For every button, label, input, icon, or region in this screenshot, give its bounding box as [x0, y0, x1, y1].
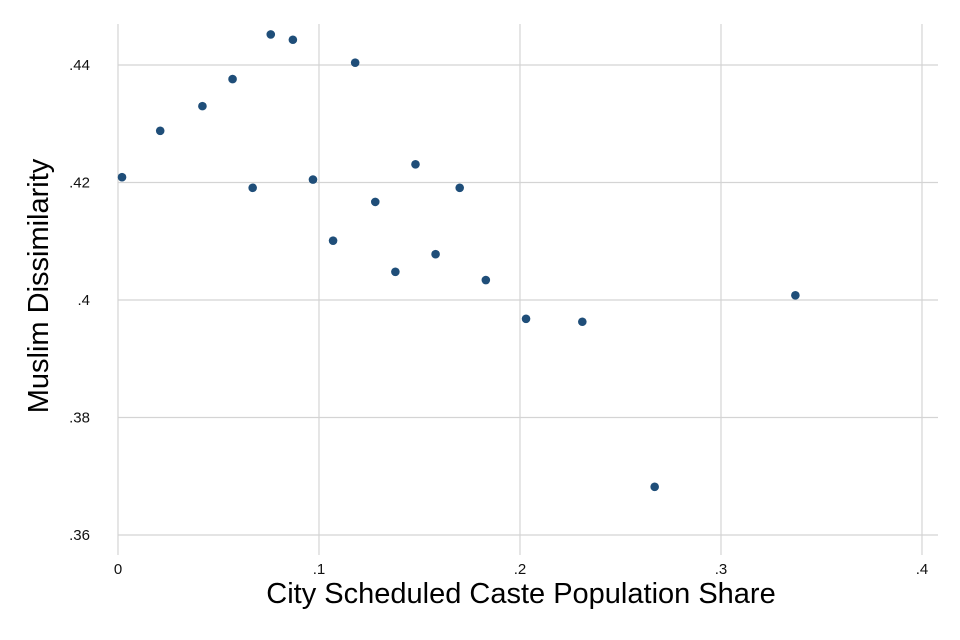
data-point	[431, 249, 440, 259]
x-tick-label: 0	[114, 561, 122, 578]
data-point	[578, 317, 587, 327]
y-tick-label: .44	[69, 57, 90, 74]
y-tick-label: .38	[69, 410, 90, 427]
data-point	[155, 126, 165, 136]
data-point	[288, 35, 298, 45]
data-point	[391, 267, 400, 277]
data-point	[411, 159, 420, 169]
x-axis-title: City Scheduled Caste Population Share	[266, 578, 775, 610]
data-point	[481, 275, 491, 285]
data-point	[198, 101, 207, 111]
data-point	[248, 183, 257, 193]
data-point	[370, 197, 380, 207]
y-tick-label: .36	[69, 527, 90, 544]
x-tick-label: .4	[916, 561, 929, 578]
data-point	[455, 183, 465, 193]
grid-lines	[117, 24, 938, 555]
data-point	[650, 482, 659, 492]
data-point	[328, 236, 338, 245]
y-tick-label: .4	[77, 292, 90, 309]
x-tick-label: .1	[313, 561, 326, 578]
data-point	[266, 30, 276, 39]
data-point	[117, 172, 127, 182]
data-point	[521, 314, 531, 324]
tick-labels: 0 .1 .2 .3 .4 .36 .38 .4 .42 .44	[69, 57, 928, 578]
data-point	[308, 175, 318, 184]
data-point	[350, 58, 360, 67]
data-point	[228, 74, 237, 84]
y-tick-label: .42	[69, 175, 90, 192]
x-tick-label: .2	[514, 561, 527, 578]
data-point	[791, 291, 800, 300]
x-tick-label: .3	[715, 561, 728, 578]
data-points	[117, 30, 800, 492]
y-axis-title: Muslim Dissimilarity	[23, 158, 55, 413]
